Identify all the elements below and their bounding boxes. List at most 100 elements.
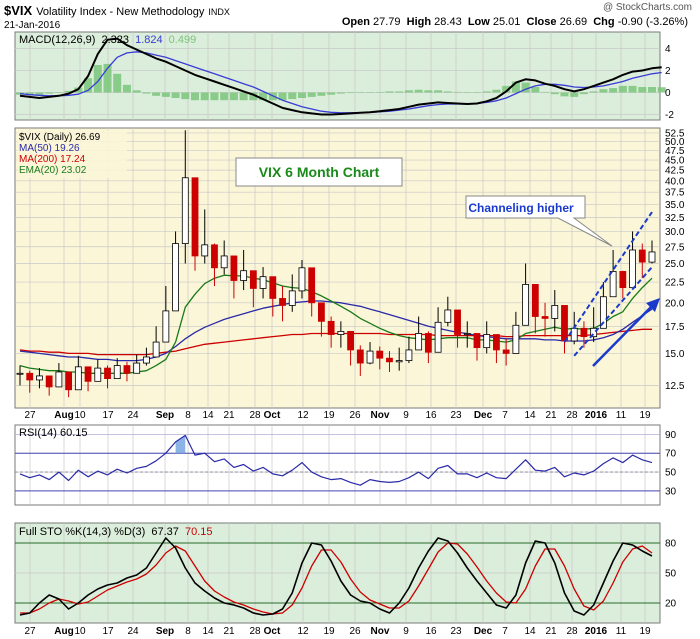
channel-upper-line [563,211,653,343]
price-legend-vix: $VIX (Daily) 26.69 [19,132,101,143]
candle-body [26,372,34,381]
rsi-y-tick-label: 50 [665,468,677,479]
candle-body [230,255,238,281]
candle-body [201,244,209,257]
x-axis-tick-label: 9 [403,410,409,421]
x-axis-tick-label: Dec [474,410,493,421]
candle-body [493,334,500,351]
candle-body [561,305,568,342]
rsi-line [19,434,653,486]
macd-histogram-bar [259,92,268,101]
macd-histogram-bar [220,92,229,101]
candle-body [648,251,656,263]
candle-body [172,243,179,312]
price-y-tick-label: 22.5 [665,278,685,289]
macd-legend: MACD(12,26,9) 2.323 1.824 0.499 [19,34,196,46]
candle-body [590,327,598,338]
x-axis-tick-label: 19 [639,626,651,637]
price-legend-ma200: MA(200) 17.24 [19,154,86,165]
x-axis-tick-label: 14 [524,410,536,421]
candle-body [599,296,607,329]
candle-body [376,350,384,359]
candle-body [424,333,432,353]
candle-body [123,365,131,374]
chart-title-box [235,157,403,187]
ma200-line [19,328,652,356]
sto-legend-label: Full STO %K(14,3) %D(3) [19,526,145,538]
macd-histogram-bar [453,91,462,93]
macd-histogram-bar [385,91,394,93]
x-axis-tick-label: 28 [566,626,578,637]
sto-legend: Full STO %K(14,3) %D(3) 67.37 70.15 [19,526,213,538]
channel-lower-line [573,266,653,357]
candle-body [94,367,102,382]
price-y-tick-label: 40.0 [665,176,685,187]
macd-histogram-bar [336,92,345,94]
price-y-tick-label: 17.5 [665,322,685,333]
x-axis-tick-label: 28 [566,410,578,421]
candle-body [220,255,228,269]
candle-body [240,270,248,281]
price-layer [16,130,660,398]
low-value: 25.01 [492,16,521,28]
price-y-tick-label: 37.5 [665,188,685,199]
x-axis-tick-label: 12 [297,626,309,637]
candle-body [405,349,413,362]
macd-signal-line [19,51,662,114]
price-y-tick-label: 50.0 [665,137,685,148]
macd-legend-hist: 0.499 [169,34,197,46]
macd-histogram-bar [414,89,423,93]
candle-body [327,320,335,335]
candle-body [502,349,510,354]
macd-histogram-bar [560,92,569,97]
candle-body [473,333,481,349]
macd-histogram-bar [434,90,443,93]
x-axis-tick-label: 19 [639,410,651,421]
ticker-exchange: INDX [208,7,230,17]
macd-histogram-bar [307,92,316,97]
x-axis-tick-label: 19 [323,626,335,637]
sto-legend-d: 70.15 [185,526,213,538]
x-axis-tick-label: 26 [349,626,361,637]
x-axis-tick-label: 16 [425,410,437,421]
macd-histogram-bar [113,73,122,93]
chart-title: VIX 6 Month Chart [259,164,380,180]
price-y-tick-label: 52.5 [665,128,685,139]
macd-histogram-bar [93,65,102,93]
macd-y-tick-label: 2 [665,66,671,77]
x-axis-tick-label: 8 [185,626,191,637]
sto-y-tick-label: 80 [665,539,677,550]
macd-histogram-bar [648,87,656,93]
macd-histogram-bar [472,92,481,93]
x-axis-tick-label: 26 [349,410,361,421]
price-y-tick-label: 30.0 [665,227,685,238]
candle-body [162,310,170,343]
x-axis-tick-label: 10 [74,410,86,421]
chart-date: 21-Jan-2016 [4,20,61,31]
macd-histogram-bar [317,92,326,96]
x-axis-tick-label: Nov [371,410,390,421]
candle-body [113,365,121,380]
price-legend-ema20: EMA(20) 23.02 [19,165,87,176]
x-axis-tick-label: 28 [249,410,261,421]
candle-body [16,372,24,375]
macd-histogram-bar [152,92,161,96]
macd-histogram-bar [356,92,365,93]
candle-body [337,330,345,335]
macd-histogram-bar [628,85,637,93]
candle-body [181,177,189,244]
macd-histogram-bar [609,88,618,93]
macd-histogram-bar [103,63,112,93]
candle-body [279,298,286,306]
sto-k-line [19,537,653,616]
candle-body [142,356,150,364]
macd-legend-macd: 2.323 [101,34,129,46]
macd-histogram-bar [288,92,297,100]
candle-body [619,271,627,289]
x-axis-tick-label: Oct [264,626,281,637]
macd-histogram-bar [463,92,472,93]
candle-body [395,360,403,363]
ma50-line [19,300,653,362]
macd-histogram-bar [278,92,287,101]
candle-body [74,366,82,391]
